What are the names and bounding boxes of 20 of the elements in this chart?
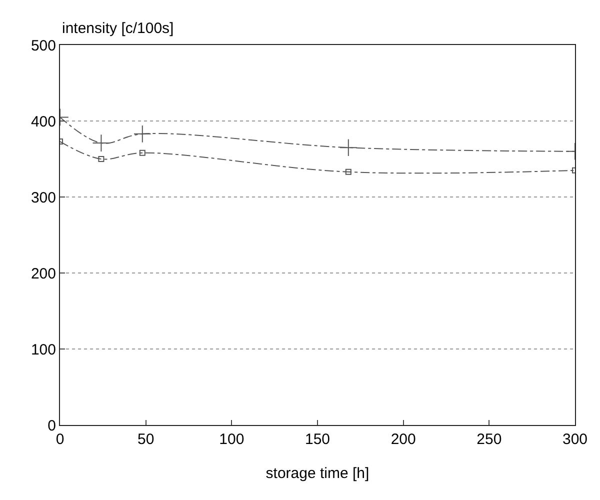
y-tick-label: 100 xyxy=(30,341,56,358)
point xyxy=(345,168,352,175)
y-tick-label: 500 xyxy=(30,37,56,54)
y-tick-label: 200 xyxy=(30,265,56,282)
x-tick-label: 100 xyxy=(219,431,244,448)
point xyxy=(98,156,104,162)
y-tick-label: 300 xyxy=(30,189,56,206)
y-axis-title: intensity [c/100s] xyxy=(62,20,174,37)
point xyxy=(92,134,110,152)
point xyxy=(134,125,152,143)
x-tick-label: 150 xyxy=(304,431,330,448)
x-tick-label: 50 xyxy=(137,431,154,448)
x-tick-label: 250 xyxy=(476,431,502,448)
point xyxy=(340,138,358,156)
x-axis-title: storage time [h] xyxy=(266,465,370,482)
y-tick-label: 0 xyxy=(48,417,56,434)
x-tick-label: 300 xyxy=(562,431,588,448)
x-tick-label: 200 xyxy=(390,431,416,448)
y-tick-label: 400 xyxy=(30,113,56,130)
point xyxy=(139,150,146,156)
